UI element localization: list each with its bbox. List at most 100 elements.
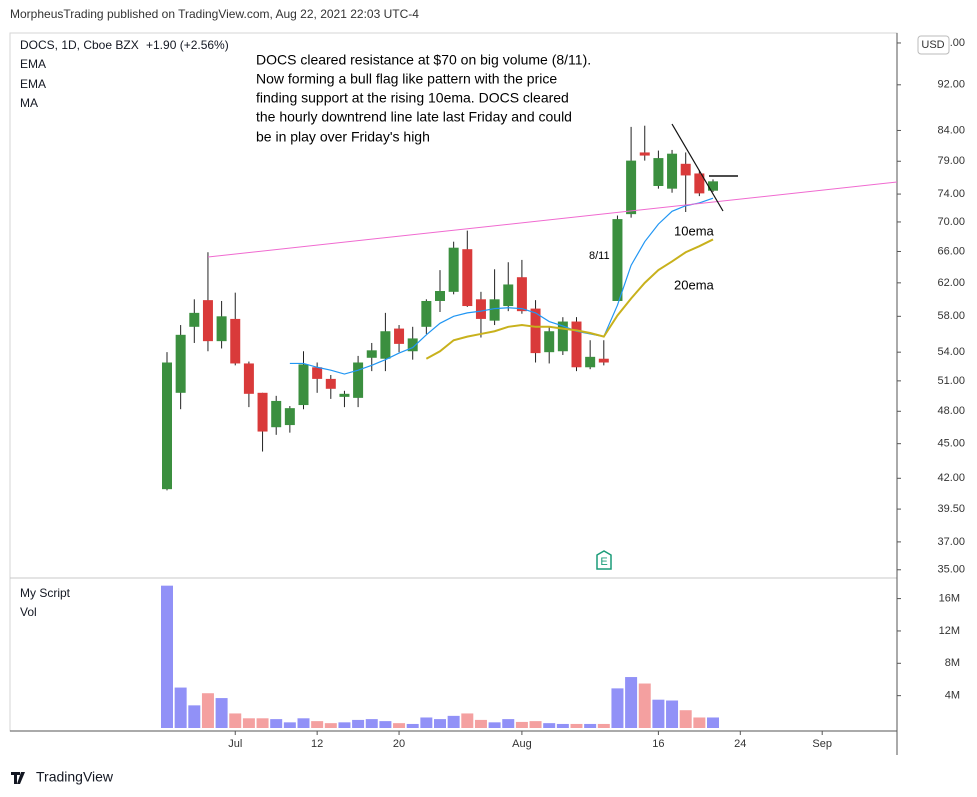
volume-tick-label: 4M <box>945 690 960 702</box>
candle-body <box>257 392 268 432</box>
line-label: 10ema <box>674 223 715 238</box>
x-tick-label: Aug <box>512 738 532 750</box>
resistance-trendline <box>207 181 898 258</box>
candle-body <box>557 321 568 352</box>
y-tick-label: 54.00 <box>937 346 965 358</box>
volume-bar <box>297 718 310 728</box>
volume-bar <box>406 723 419 728</box>
indicator-legend: EMA <box>20 77 46 91</box>
breakout-label: 8/11 <box>589 250 610 262</box>
candle-body <box>667 153 678 189</box>
volume-bar <box>488 722 501 728</box>
x-tick-label: 12 <box>311 738 323 750</box>
y-tick-label: 92.00 <box>937 79 965 91</box>
y-tick-label: 48.00 <box>937 405 965 417</box>
candle-body <box>407 338 418 352</box>
volume-legend: Vol <box>20 605 37 619</box>
annotation-line: DOCS cleared resistance at $70 on big vo… <box>256 52 591 68</box>
currency: USD <box>921 39 944 51</box>
earnings-icon[interactable]: E <box>596 550 612 570</box>
header: MorpheusTrading published on TradingView… <box>10 7 419 21</box>
candle-body <box>202 300 213 342</box>
currency-badge[interactable] <box>917 35 950 55</box>
x-tick-label: 20 <box>393 738 405 750</box>
volume-tick-label: 16M <box>939 593 960 605</box>
volume-bar <box>666 700 679 728</box>
candle-body <box>312 367 323 379</box>
candle-body <box>680 163 691 176</box>
candle-body <box>516 277 527 312</box>
volume-bar <box>529 721 542 728</box>
volume-bar <box>229 713 242 728</box>
volume-bar <box>434 719 446 728</box>
symbol: DOCS, 1D, Cboe BZX <box>20 38 139 52</box>
volume-bar <box>584 723 597 728</box>
candle-body <box>243 363 254 394</box>
volume-bar <box>611 688 624 728</box>
candle-body <box>708 181 718 191</box>
volume-bar <box>283 722 296 728</box>
candle-body <box>216 316 227 342</box>
candle-body <box>544 331 555 353</box>
y-tick-label: 74.00 <box>937 188 965 200</box>
candle-body <box>339 393 350 397</box>
x-tick-label: Sep <box>812 738 832 750</box>
volume-bar <box>379 721 392 728</box>
candle-body <box>189 312 200 327</box>
volume-bar <box>365 719 378 728</box>
y-tick-label: 51.00 <box>937 375 965 387</box>
candle-body <box>353 362 364 398</box>
candle-body <box>694 173 705 194</box>
y-tick-label: 42.00 <box>937 472 965 484</box>
volume-bar <box>338 722 351 728</box>
candle-body <box>230 318 241 364</box>
volume-bar <box>556 723 569 728</box>
volume-bar <box>502 719 515 728</box>
volume-bar <box>447 715 460 728</box>
candle-body <box>598 358 609 363</box>
brand-logo[interactable]: TradingView <box>11 769 114 785</box>
volume-bar <box>461 713 474 728</box>
y-tick-label: 66.00 <box>937 245 965 257</box>
volume-bar <box>161 585 173 728</box>
volume-bar <box>625 677 638 728</box>
candle-body <box>421 300 432 327</box>
candle-body <box>475 299 486 319</box>
change: +1.90 (+2.56%) <box>146 38 229 52</box>
line-label: 20ema <box>674 277 715 292</box>
candle-body <box>489 299 500 321</box>
y-tick-label: 58.00 <box>937 310 965 322</box>
logo-mark <box>11 772 25 784</box>
candle-body <box>284 408 295 426</box>
indicator-line <box>425 238 714 360</box>
candle-body <box>653 158 664 186</box>
candle-body <box>380 331 391 359</box>
volume-bar <box>324 723 337 728</box>
volume-bar <box>352 719 365 728</box>
y-tick-label: 70.00 <box>937 216 965 228</box>
volume-bar <box>174 687 187 728</box>
volume-bar <box>215 698 228 728</box>
volume-bar <box>597 723 610 728</box>
volume-bar <box>311 721 324 728</box>
volume-bar <box>188 705 201 728</box>
candle-body <box>639 152 650 156</box>
candle-body <box>448 247 459 292</box>
volume-bar <box>652 699 665 728</box>
volume-bar <box>543 723 556 728</box>
candle-body <box>585 356 596 368</box>
volume-tick-label: 12M <box>939 625 960 637</box>
downtrend-line <box>671 123 724 212</box>
candle-body <box>394 328 405 344</box>
earnings-letter: E <box>600 556 607 568</box>
volume-title: My Script <box>20 586 71 600</box>
candle-body <box>571 321 582 368</box>
candle-body <box>271 400 282 428</box>
x-tick-label: Jul <box>228 738 242 750</box>
axis-layer: 35.00 37.00 39.50 42.00 45.00 48.00 51.00 54.00… <box>228 37 965 750</box>
volume-bar <box>256 718 269 728</box>
brand: TradingView <box>36 769 114 785</box>
candle-body <box>175 334 186 393</box>
volume-tick-label: 8M <box>945 657 960 669</box>
